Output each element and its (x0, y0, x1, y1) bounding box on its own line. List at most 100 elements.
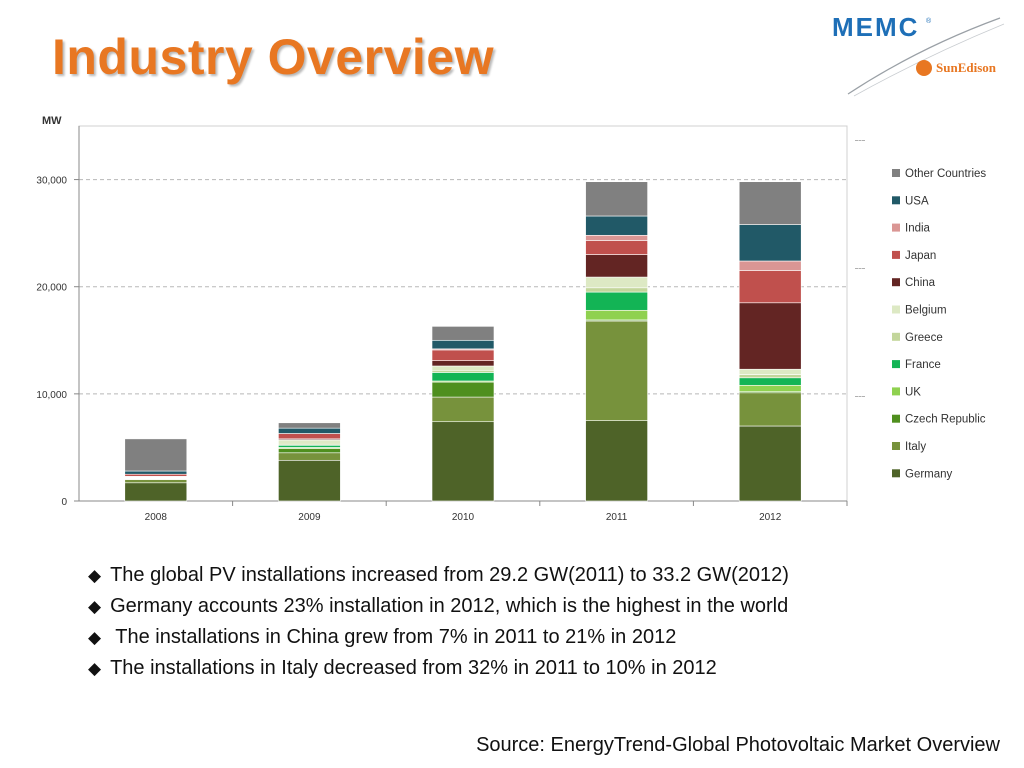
bar-segment-usa (278, 427, 341, 434)
bar-segment-italy (738, 392, 802, 427)
source-citation: Source: EnergyTrend-Global Photovoltaic … (476, 734, 1000, 756)
bar-segment-india (738, 260, 802, 271)
bar-segment-germany (738, 425, 802, 502)
legend-swatch (892, 442, 900, 450)
decorative-dash (855, 140, 865, 141)
legend-swatch (892, 387, 900, 396)
bar-segment-usa (431, 339, 495, 350)
y-tick-label: 10,000 (36, 390, 67, 401)
bullet-item: ◆ The global PV installations increased f… (88, 560, 789, 591)
legend-swatch (892, 278, 900, 287)
bar-segment-germany (431, 421, 495, 502)
legend-label: France (905, 359, 941, 371)
bar-segment-germany (278, 459, 341, 502)
x-tick-label: 2010 (452, 512, 475, 523)
chart-grid (79, 179, 847, 395)
bar-segment-japan (431, 349, 495, 361)
legend-label: Belgium (905, 305, 947, 317)
bar-segment-other-countries (585, 181, 648, 217)
bullet-text: The installations in Italy decreased fro… (110, 657, 717, 679)
bullet-text: The installations in China grew from 7% … (110, 626, 677, 648)
y-tick-label: 20,000 (36, 283, 67, 294)
bar-segment-china (431, 360, 495, 367)
bar-segment-germany (124, 482, 188, 502)
bullet-item: ◆ The installations in Italy decreased fr… (88, 653, 789, 684)
legend-swatch (892, 223, 900, 232)
bar-segment-china (738, 302, 802, 370)
bar-segment-czech-republic (278, 448, 341, 454)
bar-segment-japan (124, 473, 188, 477)
legend-swatch (892, 305, 900, 314)
bullet-text: The global PV installations increased fr… (110, 564, 789, 586)
chart-legend: Other Countries USA India Japan China Belgium… (892, 168, 986, 480)
sun-icon (916, 60, 932, 76)
bar-segment-italy (278, 452, 341, 461)
bar-segment-greece (738, 374, 802, 379)
bullet-item: ◆ The installations in China grew from 7… (88, 622, 789, 653)
bar-segment-uk (738, 384, 802, 393)
legend-label: Italy (905, 441, 926, 453)
y-tick-label: 0 (61, 497, 67, 508)
bar-segment-usa (585, 215, 648, 236)
legend-label: Czech Republic (905, 414, 986, 426)
bar-segment-greece (585, 287, 648, 293)
bar-segment-china (585, 254, 648, 278)
bar-segment-other-countries (124, 438, 188, 472)
legend-swatch (892, 250, 900, 259)
bar-segment-france (431, 372, 495, 382)
legend-label: Germany (905, 468, 953, 480)
legend-label: Greece (905, 332, 943, 344)
bullet-item: ◆ Germany accounts 23% installation in 20… (88, 591, 789, 622)
bar-segment-italy (124, 479, 188, 484)
legend-swatch (892, 469, 900, 478)
bar-segment-usa (124, 470, 188, 475)
bar-segment-other-countries (431, 326, 495, 341)
diamond-bullet-icon: ◆ (88, 566, 102, 585)
bar-segment-italy (431, 396, 495, 423)
bar-segment-india (585, 234, 648, 241)
legend-swatch (892, 360, 900, 369)
logo-sunedison-text: SunEdison (936, 60, 996, 75)
legend-swatch (892, 332, 900, 341)
diamond-bullet-icon: ◆ (88, 659, 102, 678)
bar-segment-belgium (431, 365, 495, 371)
bar-segment-japan (738, 270, 802, 304)
page-title: Industry Overview (52, 29, 494, 85)
chart-bars (124, 181, 802, 502)
legend-label: Japan (905, 250, 936, 262)
diamond-bullet-icon: ◆ (88, 597, 102, 616)
legend-label: India (905, 223, 931, 235)
logo-swoosh-icon (847, 17, 1005, 97)
bullet-list: ◆ The global PV installations increased f… (88, 560, 789, 684)
bar-segment-germany (585, 420, 648, 502)
legend-label: China (905, 277, 936, 289)
bar-segment-belgium (278, 439, 341, 445)
bar-segment-italy (585, 320, 648, 421)
x-tick-label: 2009 (298, 512, 321, 523)
legend-label: UK (905, 386, 921, 398)
legend-label: Other Countries (905, 168, 986, 180)
legend-swatch (892, 414, 900, 423)
bar-segment-belgium (738, 368, 802, 375)
y-axis-label: MW (42, 115, 62, 127)
decorative-dash (855, 268, 865, 269)
x-tick-label: 2011 (606, 512, 628, 523)
diamond-bullet-icon: ◆ (88, 628, 102, 647)
legend-label: USA (905, 195, 929, 207)
bar-segment-other-countries (738, 181, 802, 225)
bar-segment-france (278, 444, 341, 448)
bar-segment-japan (585, 240, 648, 255)
bar-segment-uk (585, 309, 648, 321)
bar-segment-belgium (585, 276, 648, 289)
bar-segment-other-countries (278, 422, 341, 429)
bar-segment-france (738, 377, 802, 386)
x-tick-label: 2008 (145, 512, 168, 523)
bar-segment-france (585, 291, 648, 311)
legend-swatch (892, 196, 900, 205)
logo-memc-text: MEMC (832, 12, 920, 42)
x-tick-label: 2012 (759, 512, 782, 523)
bar-segment-usa (738, 224, 802, 262)
y-tick-label: 30,000 (36, 176, 67, 187)
bar-segment-greece (431, 369, 495, 373)
stacked-bar-chart: 0 10,000 20,000 30,000 MW 2008 2009 2010 2011 201… (36, 115, 986, 523)
